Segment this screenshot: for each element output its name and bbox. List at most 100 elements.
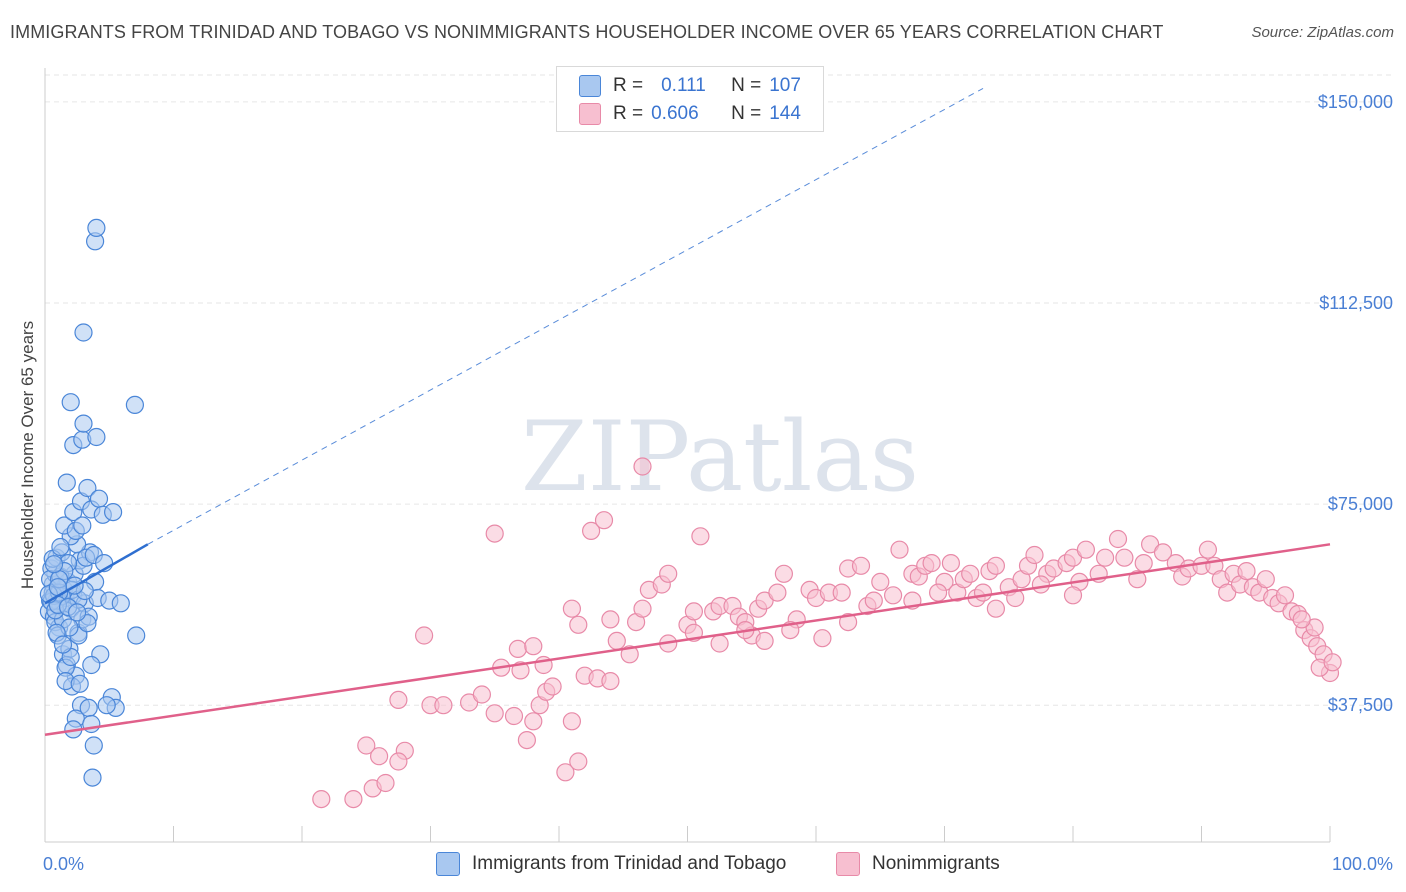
bottom-legend-immigrants: Immigrants from Trinidad and Tobago	[436, 852, 786, 876]
correlation-legend: R = 0.111 N = 107 R = 0.606 N = 144	[556, 66, 824, 132]
scatter-point	[79, 698, 98, 718]
scatter-point	[851, 556, 871, 575]
scatter-point	[44, 555, 64, 574]
nonimmigrants-points	[312, 457, 1342, 809]
y-axis-label: Householder Income Over 65 years	[18, 321, 37, 589]
scatter-point	[61, 393, 80, 412]
blue-swatch-icon	[579, 75, 601, 97]
scatter-point	[710, 634, 729, 653]
scatter-point	[562, 599, 582, 618]
scatter-point	[1063, 548, 1083, 567]
scatter-point	[472, 685, 491, 704]
scatter-point	[755, 631, 774, 651]
legend-r-label: R =	[613, 103, 644, 124]
scatter-point	[83, 768, 102, 787]
scatter-point	[485, 704, 504, 723]
scatter-point	[1076, 540, 1096, 559]
scatter-point	[103, 502, 123, 522]
scatter-point	[973, 583, 993, 602]
scatter-point	[601, 671, 620, 691]
scatter-point	[832, 583, 851, 602]
scatter-point	[569, 615, 588, 634]
scatter-point	[127, 626, 146, 645]
legend-row-nonimmigrants: R = 0.606 N = 144	[579, 101, 801, 127]
scatter-point	[941, 553, 961, 573]
scatter-point	[1237, 561, 1256, 581]
scatter-point	[1108, 529, 1128, 549]
scatter-point	[1115, 548, 1134, 567]
scatter-point	[82, 655, 101, 675]
scatter-point	[312, 789, 331, 809]
legend-n-label: N =	[731, 103, 762, 124]
scatter-point	[768, 583, 787, 602]
scatter-point	[89, 489, 109, 508]
scatter-point	[67, 603, 87, 622]
scatter-point	[928, 583, 948, 602]
scatter-point	[1305, 618, 1324, 637]
scatter-point	[1256, 570, 1275, 589]
scatter-point	[370, 747, 389, 766]
scatter-point	[97, 696, 116, 715]
scatter-point	[633, 457, 652, 476]
immigrants-points	[39, 218, 146, 787]
blue-swatch-icon	[436, 852, 460, 876]
scatter-point	[594, 511, 614, 530]
watermark: ZIPatlas	[521, 401, 919, 513]
scatter-point	[389, 752, 408, 771]
scatter-point	[125, 395, 144, 414]
scatter-point	[581, 521, 601, 541]
scatter-point	[415, 626, 434, 645]
legend-row-immigrants: R = 0.111 N = 107	[579, 73, 801, 99]
scatter-point	[774, 564, 794, 583]
immigrants-trend-extension	[147, 87, 984, 545]
scatter-point	[74, 414, 93, 433]
x-tick-label-min: 0.0%	[43, 854, 84, 874]
scatter-point	[87, 427, 106, 447]
scatter-point	[434, 696, 453, 715]
y-tick-labels: $37,500 $75,000 $112,500 $150,000	[1318, 92, 1393, 715]
scatter-point	[84, 736, 103, 755]
scatter-point	[1218, 583, 1237, 602]
bottom-legend-nonimmigrants: Nonimmigrants	[836, 852, 1000, 876]
scatter-point	[1025, 545, 1044, 565]
scatter-point	[524, 712, 543, 731]
scatter-point	[659, 564, 678, 583]
scatter-point	[1063, 586, 1083, 605]
scatter-point	[57, 473, 76, 492]
pink-swatch-icon	[836, 852, 860, 876]
chart-title: IMMIGRANTS FROM TRINIDAD AND TOBAGO VS N…	[10, 22, 1164, 42]
scatter-point	[1275, 586, 1295, 605]
scatter-point	[883, 586, 903, 605]
scatter-point	[986, 599, 1006, 618]
x-tick-label-max: 100.0%	[1332, 854, 1393, 874]
scatter-point	[1140, 535, 1160, 554]
nonimmigrants-trend-line	[44, 543, 1331, 736]
scatter-point	[986, 556, 1006, 575]
scatter-point	[607, 631, 626, 651]
scatter-point	[1153, 543, 1173, 562]
scatter-point	[70, 674, 89, 693]
pink-swatch-icon	[579, 103, 601, 125]
legend-n-value: 107	[769, 75, 801, 96]
scatter-point	[1031, 575, 1051, 594]
scatter-point	[111, 594, 130, 613]
scatter-point	[543, 677, 562, 696]
scatter-point	[871, 572, 890, 592]
scatter-point	[633, 599, 652, 618]
scatter-point	[1006, 588, 1025, 608]
scatter-point	[73, 516, 92, 535]
scatter-point	[53, 635, 73, 654]
y-tick-label: $112,500	[1319, 293, 1393, 313]
axes	[44, 68, 1331, 843]
scatter-point	[1323, 653, 1342, 672]
legend-r-label: R =	[613, 75, 644, 96]
legend-r-value: 0.111	[661, 75, 706, 96]
bottom-legend-nonimmigrants-label: Nonimmigrants	[872, 853, 1000, 874]
legend-r-value: 0.606	[651, 103, 699, 124]
scatter-point	[78, 478, 97, 498]
scatter-point	[890, 540, 909, 559]
source-note: Source: ZipAtlas.com	[1251, 24, 1394, 41]
scatter-point	[684, 602, 704, 621]
scatter-point	[1095, 548, 1115, 567]
